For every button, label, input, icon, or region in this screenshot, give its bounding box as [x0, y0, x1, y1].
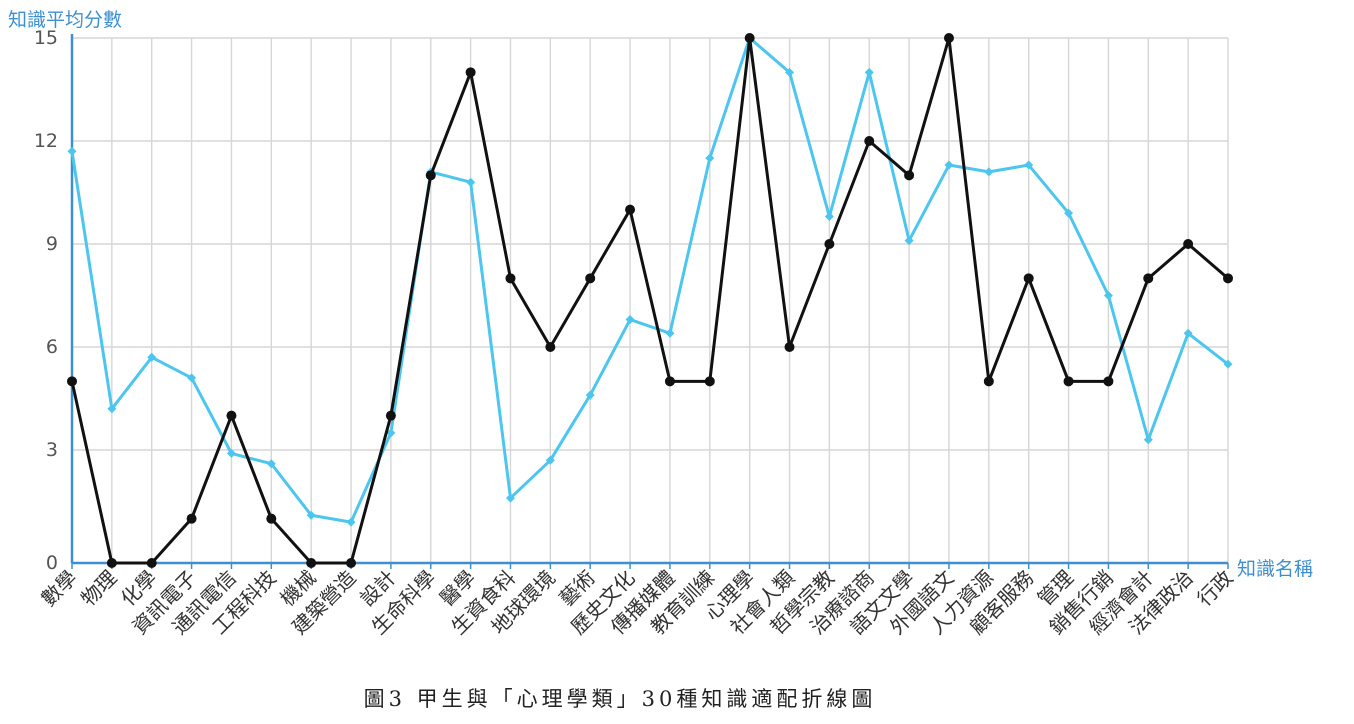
x-tick-label: 行政 — [1192, 566, 1237, 611]
series-1-point — [466, 177, 476, 187]
series-2-point — [943, 33, 954, 43]
series-1-point — [1064, 208, 1074, 218]
x-axis-title: 知識名稱 — [1237, 558, 1313, 580]
series-1-point — [705, 153, 715, 163]
y-tick-label: 15 — [34, 27, 58, 49]
series-1-point — [1223, 359, 1233, 369]
series-2-point — [306, 558, 317, 568]
series-1-point — [944, 160, 954, 170]
y-tick-label: 3 — [46, 439, 58, 461]
series-2-point — [1063, 376, 1074, 387]
series-2-point — [704, 376, 715, 387]
series-line-2 — [70, 36, 1229, 565]
series-2-point — [465, 67, 476, 78]
series-1-point — [67, 146, 77, 156]
series-2-point — [625, 204, 636, 215]
series-line-1 — [70, 36, 1229, 524]
y-tick-label: 9 — [46, 233, 58, 255]
y-tick-label: 12 — [34, 130, 58, 152]
series-1-point — [266, 459, 276, 469]
series-1-point — [107, 404, 117, 414]
series-2-point — [505, 273, 516, 284]
series-group — [67, 33, 1233, 568]
series-2-point — [983, 376, 994, 387]
series-1-point — [785, 67, 795, 77]
y-tick-label: 0 — [46, 552, 58, 574]
series-2-point — [186, 513, 197, 524]
y-tick-labels: 0 3 6 9 12 15 — [34, 27, 58, 574]
series-1-point — [824, 212, 834, 222]
series-2-point — [67, 376, 77, 387]
series-1-point — [147, 352, 157, 362]
series-1-point — [984, 167, 994, 177]
figure-caption: 圖3 甲生與「心理學類」30種知識適配折線圖 — [364, 687, 877, 711]
series-1-point — [1103, 291, 1113, 300]
series-2-point — [106, 558, 117, 568]
series-2-point — [864, 136, 875, 146]
series-1-point — [864, 67, 874, 77]
series-1-point — [386, 428, 396, 438]
series-1-point — [306, 510, 316, 520]
series-1-point — [187, 373, 197, 383]
series-2-point — [1183, 239, 1194, 249]
series-1-point — [346, 517, 356, 527]
x-tick-label: 物理 — [76, 566, 121, 611]
series-2-point — [1143, 273, 1154, 284]
series-1-point — [226, 448, 236, 458]
series-1-point — [625, 315, 635, 325]
series-1-point — [545, 455, 555, 465]
series-2-point — [146, 558, 157, 568]
series-2-point — [585, 273, 596, 284]
x-tick-labels: 數學物理化學資訊電子通訊電信工程科技機械建築營造設計生命科學醫學生資食科地球環境… — [36, 566, 1237, 640]
series-2-point — [346, 558, 357, 568]
grid-lines — [71, 37, 1229, 563]
y-tick-label: 6 — [46, 336, 58, 358]
series-2-point — [904, 170, 915, 181]
series-2-point — [1023, 273, 1034, 284]
series-1-point — [904, 236, 914, 246]
series-2-point — [664, 376, 675, 387]
series-2-point — [425, 170, 436, 181]
series-2-point — [1103, 376, 1114, 387]
series-1-point — [585, 390, 595, 400]
series-2-point — [784, 342, 795, 352]
series-2-point — [266, 513, 277, 524]
series-1-point — [1024, 160, 1034, 170]
series-2-point — [545, 342, 556, 352]
series-2-point — [385, 410, 396, 421]
series-2-point — [1223, 273, 1233, 284]
series-2-point — [824, 239, 835, 249]
series-1-point — [505, 493, 515, 503]
series-1-point — [1143, 435, 1153, 445]
x-tick-label: 數學 — [36, 566, 81, 611]
y-axis-title: 知識平均分數 — [8, 9, 122, 31]
series-1-point — [1183, 328, 1193, 338]
series-2-point — [744, 33, 755, 43]
series-2-point — [226, 410, 237, 421]
series-1-point — [665, 328, 675, 338]
